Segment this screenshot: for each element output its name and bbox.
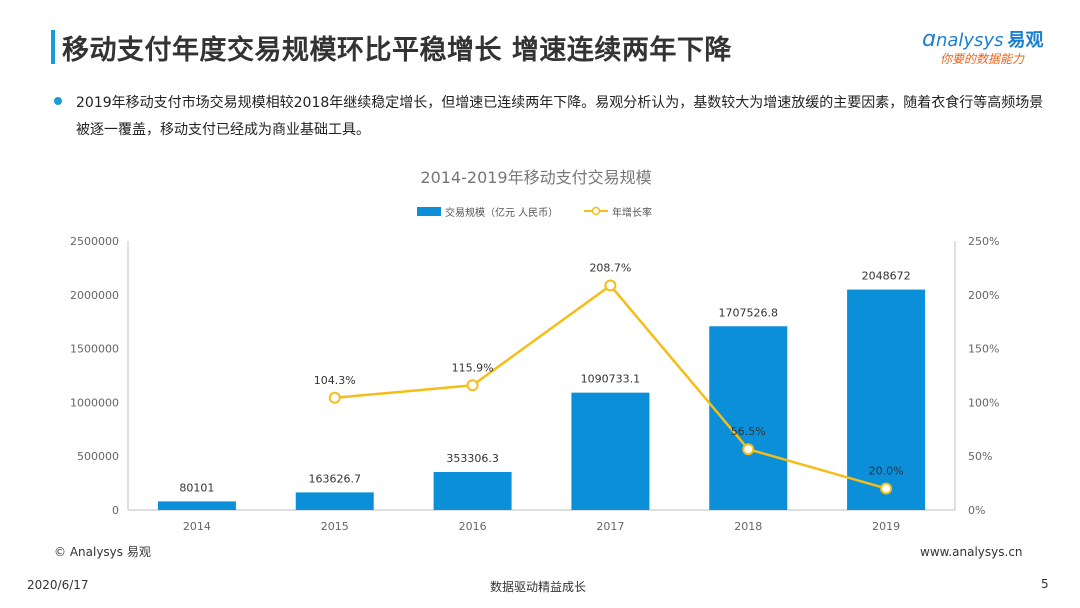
right-tick-label: 150% (968, 343, 999, 356)
bar-2016 (433, 471, 512, 510)
chart-axes: 0 500000 1000000 1500000 2000000 2500000 0% 50%… (70, 235, 999, 533)
growth-rate-label: 104.3% (314, 374, 356, 387)
website-url[interactable]: www.analysys.cn (920, 545, 1023, 559)
footer-slogan: 数据驱动精益成长 (490, 580, 587, 594)
x-tick-label: 2017 (596, 520, 624, 533)
right-tick-label: 250% (968, 235, 999, 248)
bar-2015 (295, 492, 374, 510)
legend-bar-label: 交易规模（亿元 人民币） (445, 206, 558, 219)
source-note: © Analysys 易观 (54, 545, 151, 559)
bar-value-label: 1707526.8 (719, 306, 779, 319)
right-tick-label: 50% (968, 450, 992, 463)
logo-cn: 易观 (1007, 30, 1044, 51)
bar-value-label: 353306.3 (446, 452, 499, 465)
left-tick-label: 1000000 (70, 396, 119, 409)
left-tick-label: 1500000 (70, 343, 119, 356)
logo-a-icon: ɑ (922, 27, 936, 52)
growth-rate-point-2017 (604, 279, 617, 292)
logo-tagline: 你要的数据能力 (940, 52, 1025, 66)
growth-rate-label: 208.7% (589, 261, 631, 274)
x-tick-label: 2014 (183, 520, 211, 533)
line-series: 104.3% 115.9% 208.7% 56.5% 20.0% (314, 261, 904, 495)
title-accent-bar (51, 30, 55, 64)
left-tick-label: 0 (112, 504, 119, 517)
legend-bar-swatch (417, 207, 441, 216)
bar-value-label: 163626.7 (309, 472, 362, 485)
x-tick-label: 2015 (321, 520, 349, 533)
growth-rate-point-2019 (880, 482, 893, 495)
bar-value-label: 2048672 (862, 270, 911, 283)
right-tick-label: 200% (968, 289, 999, 302)
bar-value-label: 80101 (179, 481, 214, 494)
left-tick-label: 2000000 (70, 289, 119, 302)
summary-text: 2019年移动支付市场交易规模相较2018年继续稳定增长，但增速已连续两年下降。… (76, 95, 1044, 138)
x-tick-label: 2019 (872, 520, 900, 533)
bar-series: 80101 163626.7 353306.3 1090733.1 1707526.8 2… (157, 270, 926, 510)
growth-rate-point-2015 (328, 391, 341, 404)
page-title: 移动支付年度交易规模环比平稳增长 增速连续两年下降 (62, 35, 732, 66)
analysys-logo: ɑnalysys 易观 你要的数据能力 (922, 26, 1062, 72)
page-number: 5 (1041, 577, 1049, 591)
logo-text: nalysys (935, 30, 1004, 51)
legend-line-label: 年增长率 (612, 206, 652, 219)
x-tick-label: 2018 (734, 520, 762, 533)
report-date: 2020/6/17 (27, 578, 89, 592)
bar-2019 (847, 289, 926, 510)
bar-2014 (157, 501, 236, 510)
right-tick-label: 100% (968, 396, 999, 409)
x-tick-label: 2016 (459, 520, 487, 533)
growth-rate-label: 56.5% (731, 425, 766, 438)
growth-rate-label: 115.9% (452, 361, 494, 374)
growth-rate-point-2016 (466, 379, 479, 392)
logo-wordmark: ɑnalysys 易观 (922, 26, 1043, 52)
chart-legend: 交易规模（亿元 人民币） 年增长率 (417, 206, 652, 219)
left-tick-label: 500000 (77, 450, 119, 463)
bullet-icon (54, 97, 62, 105)
bar-value-label: 1090733.1 (581, 373, 641, 386)
growth-rate-point-2018 (742, 443, 755, 456)
legend-line-marker (591, 206, 601, 216)
left-tick-label: 2500000 (70, 235, 119, 248)
right-tick-label: 0% (968, 504, 985, 517)
bar-2017 (571, 392, 650, 510)
chart-title: 2014-2019年移动支付交易规模 (420, 168, 651, 187)
growth-rate-label: 20.0% (869, 464, 904, 477)
